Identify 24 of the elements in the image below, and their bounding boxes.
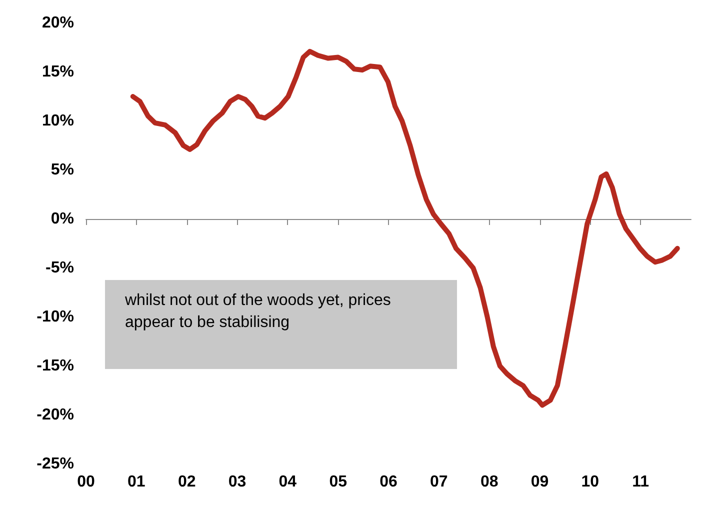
y-tick-label: -20% bbox=[36, 406, 74, 424]
x-tick-label: 02 bbox=[178, 474, 196, 490]
x-tick-label: 05 bbox=[329, 474, 348, 490]
y-tick-label: -5% bbox=[46, 260, 74, 276]
note-box: whilst not out of the woods yet, prices appear to be stabilising bbox=[105, 280, 457, 369]
x-tick-label: 09 bbox=[530, 474, 549, 490]
x-tick-label: 10 bbox=[581, 474, 600, 490]
y-tick-label: 0% bbox=[50, 210, 74, 228]
x-tick-label: 04 bbox=[278, 474, 297, 490]
x-tick-label: 06 bbox=[380, 474, 398, 490]
x-tick-label: 11 bbox=[632, 474, 650, 490]
y-tick-label: 10% bbox=[42, 112, 74, 130]
y-tick-label: 20% bbox=[42, 14, 74, 32]
x-tick-label: 03 bbox=[228, 474, 246, 490]
x-tick-label: 01 bbox=[128, 474, 146, 490]
x-tick-label: 00 bbox=[77, 474, 95, 490]
x-tick-label: 07 bbox=[430, 474, 448, 490]
x-tick-label: 08 bbox=[480, 474, 498, 490]
y-tick-label: 15% bbox=[42, 64, 74, 80]
y-tick-label: 5% bbox=[50, 162, 74, 178]
y-tick-label: -10% bbox=[36, 308, 74, 326]
y-tick-label: -15% bbox=[36, 358, 74, 374]
y-tick-label: -25% bbox=[36, 456, 74, 472]
annotation: whilst not out of the woods yet, prices appear to be stabilising bbox=[125, 291, 392, 333]
